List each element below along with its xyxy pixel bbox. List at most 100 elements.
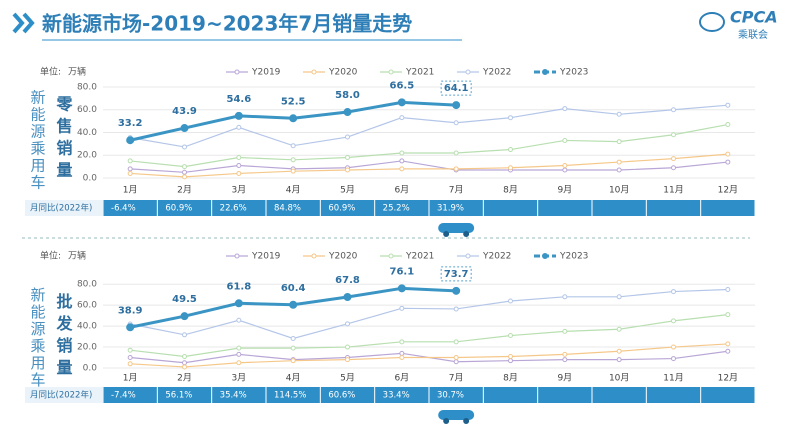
- yoy-cell: [592, 387, 646, 403]
- yoy-title-cell: [25, 387, 103, 403]
- yoy-cell: [429, 387, 483, 403]
- legend-marker: [465, 69, 471, 75]
- yoy-cell: [266, 387, 320, 403]
- x-tick-label: 1月: [123, 185, 138, 196]
- point-marker: [562, 137, 568, 143]
- car-wheel: [463, 418, 470, 424]
- point-marker: [127, 158, 133, 164]
- data-label: 58.0: [335, 90, 360, 101]
- y-axis-label: 零售销量: [54, 95, 74, 183]
- point-marker: [399, 150, 405, 156]
- point-marker: [397, 98, 406, 107]
- point-marker: [616, 167, 622, 173]
- point-marker: [616, 111, 622, 117]
- yoy-value: 31.9%: [437, 204, 464, 214]
- point-marker: [671, 165, 676, 171]
- point-marker: [290, 143, 296, 149]
- yoy-cell: [483, 200, 538, 216]
- point-marker: [290, 335, 296, 341]
- point-marker: [508, 353, 513, 359]
- point-marker: [453, 359, 459, 365]
- point-marker: [343, 108, 352, 117]
- y-tick-label: 40.0: [77, 128, 97, 138]
- x-tick-label: 7月: [449, 373, 464, 384]
- x-tick-label: 3月: [231, 373, 246, 384]
- legend-label: Y2021: [405, 68, 434, 78]
- point-marker: [508, 298, 513, 304]
- data-label: 73.7: [444, 269, 469, 280]
- data-label: 33.2: [118, 118, 143, 129]
- point-marker: [236, 345, 242, 351]
- series-line: [130, 104, 728, 148]
- point-marker: [182, 353, 187, 359]
- point-marker: [671, 344, 676, 350]
- x-tick-label: 1月: [123, 373, 138, 384]
- car-wheel: [443, 231, 450, 237]
- yoy-cell: [483, 387, 538, 403]
- y-tick-label: 0.0: [83, 364, 98, 374]
- x-tick-label: 3月: [231, 185, 246, 196]
- yoy-value: 84.8%: [274, 204, 301, 214]
- legend-marker: [234, 253, 240, 259]
- point-marker: [399, 339, 405, 345]
- point-marker: [725, 122, 731, 128]
- point-marker: [616, 159, 622, 165]
- point-marker: [508, 115, 513, 121]
- y-tick-label: 40.0: [77, 322, 97, 332]
- unit-label: 单位:: [40, 250, 61, 262]
- point-marker: [562, 162, 568, 168]
- point-marker: [399, 115, 405, 121]
- car-icon: [438, 223, 475, 233]
- point-marker: [126, 136, 135, 145]
- point-marker: [616, 357, 622, 363]
- yoy-value: -7.4%: [111, 391, 136, 401]
- point-marker: [236, 351, 242, 357]
- x-tick-label: 6月: [394, 373, 409, 384]
- series-line: [130, 314, 728, 358]
- yoy-cell: [646, 200, 701, 216]
- point-marker: [234, 111, 243, 120]
- point-marker: [182, 144, 187, 150]
- point-marker: [562, 167, 568, 173]
- label-box: [440, 80, 472, 96]
- point-marker: [127, 347, 133, 353]
- point-marker: [182, 364, 187, 370]
- series-line: [130, 123, 728, 168]
- point-marker: [562, 351, 568, 357]
- data-label: 52.5: [281, 96, 306, 107]
- legend-label: Y2020: [328, 68, 358, 78]
- point-marker: [236, 170, 242, 176]
- yoy-cell: [538, 387, 592, 403]
- yoy-cell: [538, 200, 592, 216]
- point-marker: [236, 124, 242, 130]
- logo-text: CPCA: [730, 8, 778, 27]
- yoy-value: 35.4%: [220, 391, 247, 401]
- point-marker: [452, 286, 461, 295]
- legend-label: Y2022: [482, 252, 511, 262]
- point-marker: [562, 328, 568, 334]
- side-label: 新能源乘用车: [29, 89, 47, 191]
- point-marker: [725, 312, 731, 318]
- point-marker: [289, 114, 298, 123]
- point-marker: [725, 348, 731, 354]
- unit: 万辆: [68, 66, 86, 78]
- point-marker: [616, 326, 622, 332]
- yoy-value: 30.7%: [437, 391, 464, 401]
- y-tick-label: 60.0: [77, 105, 97, 115]
- data-label: 43.9: [172, 106, 197, 117]
- y-axis-label: 批发销量: [54, 292, 74, 381]
- legend-marker: [388, 253, 394, 259]
- x-tick-label: 5月: [340, 185, 355, 196]
- point-marker: [671, 156, 676, 162]
- point-marker: [182, 169, 187, 175]
- logo-subtext: 乘联会: [738, 28, 768, 41]
- yoy-value: 60.9%: [165, 204, 192, 214]
- point-marker: [562, 357, 568, 363]
- x-tick-label: 2月: [177, 185, 192, 196]
- yoy-cell: [266, 200, 320, 216]
- data-label: 38.9: [118, 305, 143, 316]
- point-marker: [725, 151, 731, 157]
- point-marker: [508, 333, 513, 339]
- point-marker: [345, 321, 350, 327]
- legend-label: Y2019: [251, 68, 281, 78]
